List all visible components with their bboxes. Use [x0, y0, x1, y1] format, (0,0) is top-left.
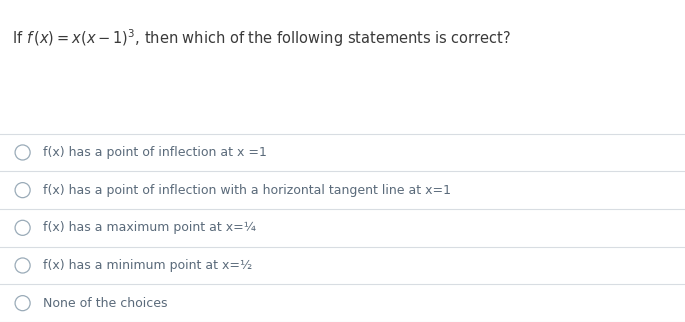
- Text: f(x) has a maximum point at x=¼: f(x) has a maximum point at x=¼: [43, 221, 256, 234]
- Text: If $f\,(x) = x(x - 1)^3$, then which of the following statements is correct?: If $f\,(x) = x(x - 1)^3$, then which of …: [12, 27, 512, 49]
- Text: None of the choices: None of the choices: [43, 297, 168, 310]
- Text: f(x) has a point of inflection with a horizontal tangent line at x=1: f(x) has a point of inflection with a ho…: [43, 184, 451, 197]
- Text: f(x) has a point of inflection at x =1: f(x) has a point of inflection at x =1: [43, 146, 267, 159]
- Text: f(x) has a minimum point at x=½: f(x) has a minimum point at x=½: [43, 259, 252, 272]
